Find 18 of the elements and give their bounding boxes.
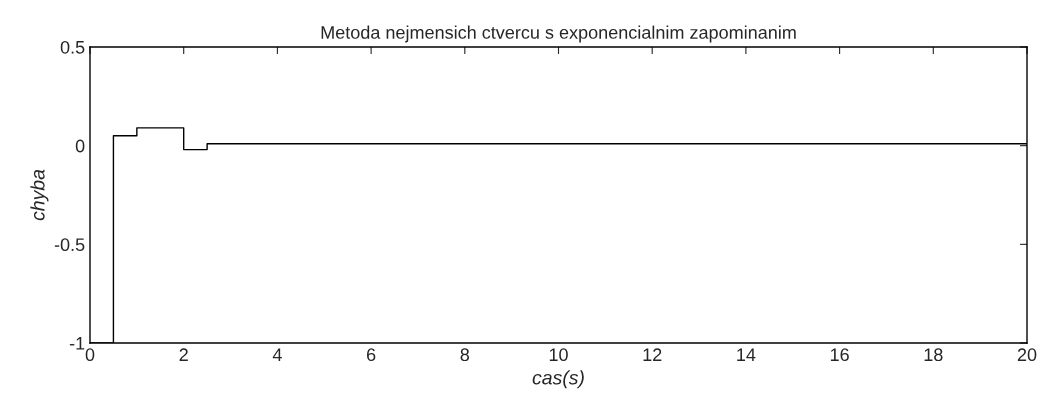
x-tick-label: 18 [924,348,943,362]
y-tick-label: -1 [69,337,85,350]
x-tick-label: 20 [1017,348,1037,362]
x-tick-label: 12 [643,348,662,361]
x-tick-label: 16 [830,348,849,362]
x-tick-label: 0 [85,348,95,362]
x-tick-label: 4 [272,348,282,361]
y-tick-label: -0.5 [54,238,85,252]
y-tick-label: 0 [75,139,85,153]
x-tick-label: 14 [737,348,756,361]
y-tick-label: 0.5 [60,40,85,54]
chart-title: Metoda nejmensich ctvercu s exponencialnim zapominanim [321,25,796,43]
y-axis-title: chyba [30,169,49,221]
x-tick-label: 10 [549,348,568,362]
x-axis-title: cas(s) [532,370,584,389]
x-tick-label: 6 [367,348,376,362]
x-tick-label: 8 [460,348,470,362]
x-tick-label: 2 [179,348,188,361]
